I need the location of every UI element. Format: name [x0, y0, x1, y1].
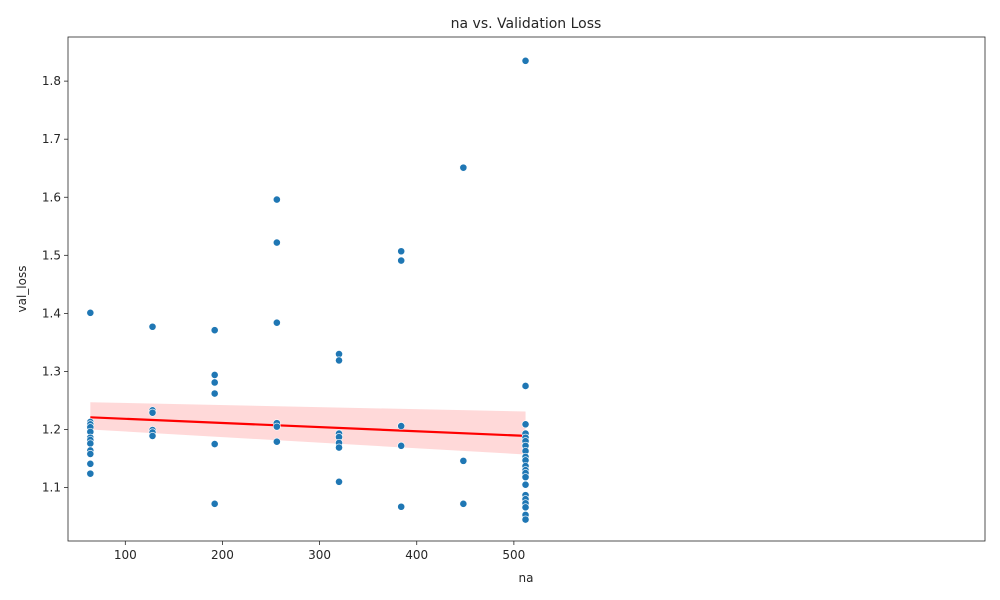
- data-point: [148, 408, 157, 417]
- data-point: [521, 56, 530, 65]
- x-tick-label: 400: [405, 548, 428, 562]
- data-point: [272, 238, 281, 247]
- data-point: [521, 515, 530, 524]
- x-tick-label: 300: [308, 548, 331, 562]
- confidence-band: [90, 402, 526, 455]
- y-tick-label: 1.6: [42, 190, 61, 204]
- y-tick-label: 1.2: [42, 423, 61, 437]
- regression-line: [90, 416, 526, 438]
- x-axis-label: na: [519, 571, 534, 585]
- data-point: [459, 163, 468, 172]
- chart-title: na vs. Validation Loss: [451, 16, 602, 32]
- data-point: [86, 459, 95, 468]
- data-point: [397, 256, 406, 265]
- data-point: [272, 318, 281, 327]
- data-point: [397, 441, 406, 450]
- data-point: [521, 420, 530, 429]
- data-point: [397, 422, 406, 430]
- data-point: [459, 456, 468, 465]
- y-axis-label: val_loss: [15, 266, 29, 313]
- data-point: [272, 437, 281, 446]
- y-tick-label: 1.7: [42, 132, 61, 146]
- x-tick-label: 200: [211, 548, 234, 562]
- data-point: [210, 389, 219, 398]
- y-tick-label: 1.1: [42, 481, 61, 495]
- data-point: [272, 195, 281, 204]
- plot-area-frame: [67, 36, 986, 542]
- data-point: [210, 378, 219, 387]
- data-point: [397, 502, 406, 511]
- data-point: [148, 322, 157, 331]
- data-point: [335, 443, 343, 452]
- data-point: [86, 308, 95, 317]
- x-tick-label: 500: [502, 548, 525, 562]
- data-point: [86, 439, 95, 448]
- data-point: [521, 473, 530, 482]
- data-point: [210, 499, 219, 508]
- data-point: [86, 469, 95, 478]
- data-point: [148, 432, 157, 440]
- data-point: [210, 440, 219, 448]
- data-point: [210, 326, 219, 335]
- y-tick-label: 1.3: [42, 364, 61, 378]
- data-point: [272, 422, 281, 431]
- data-point: [521, 382, 530, 390]
- data-point: [210, 371, 219, 379]
- data-point: [335, 477, 343, 486]
- data-point: [521, 503, 530, 512]
- data-point: [86, 450, 95, 458]
- data-point: [397, 247, 406, 256]
- data-point: [521, 480, 530, 489]
- x-tick-label: 100: [114, 548, 137, 562]
- data-point: [335, 356, 343, 365]
- y-tick-label: 1.5: [42, 248, 61, 262]
- y-tick-label: 1.8: [42, 74, 61, 88]
- data-point: [459, 499, 468, 508]
- y-tick-label: 1.4: [42, 306, 61, 320]
